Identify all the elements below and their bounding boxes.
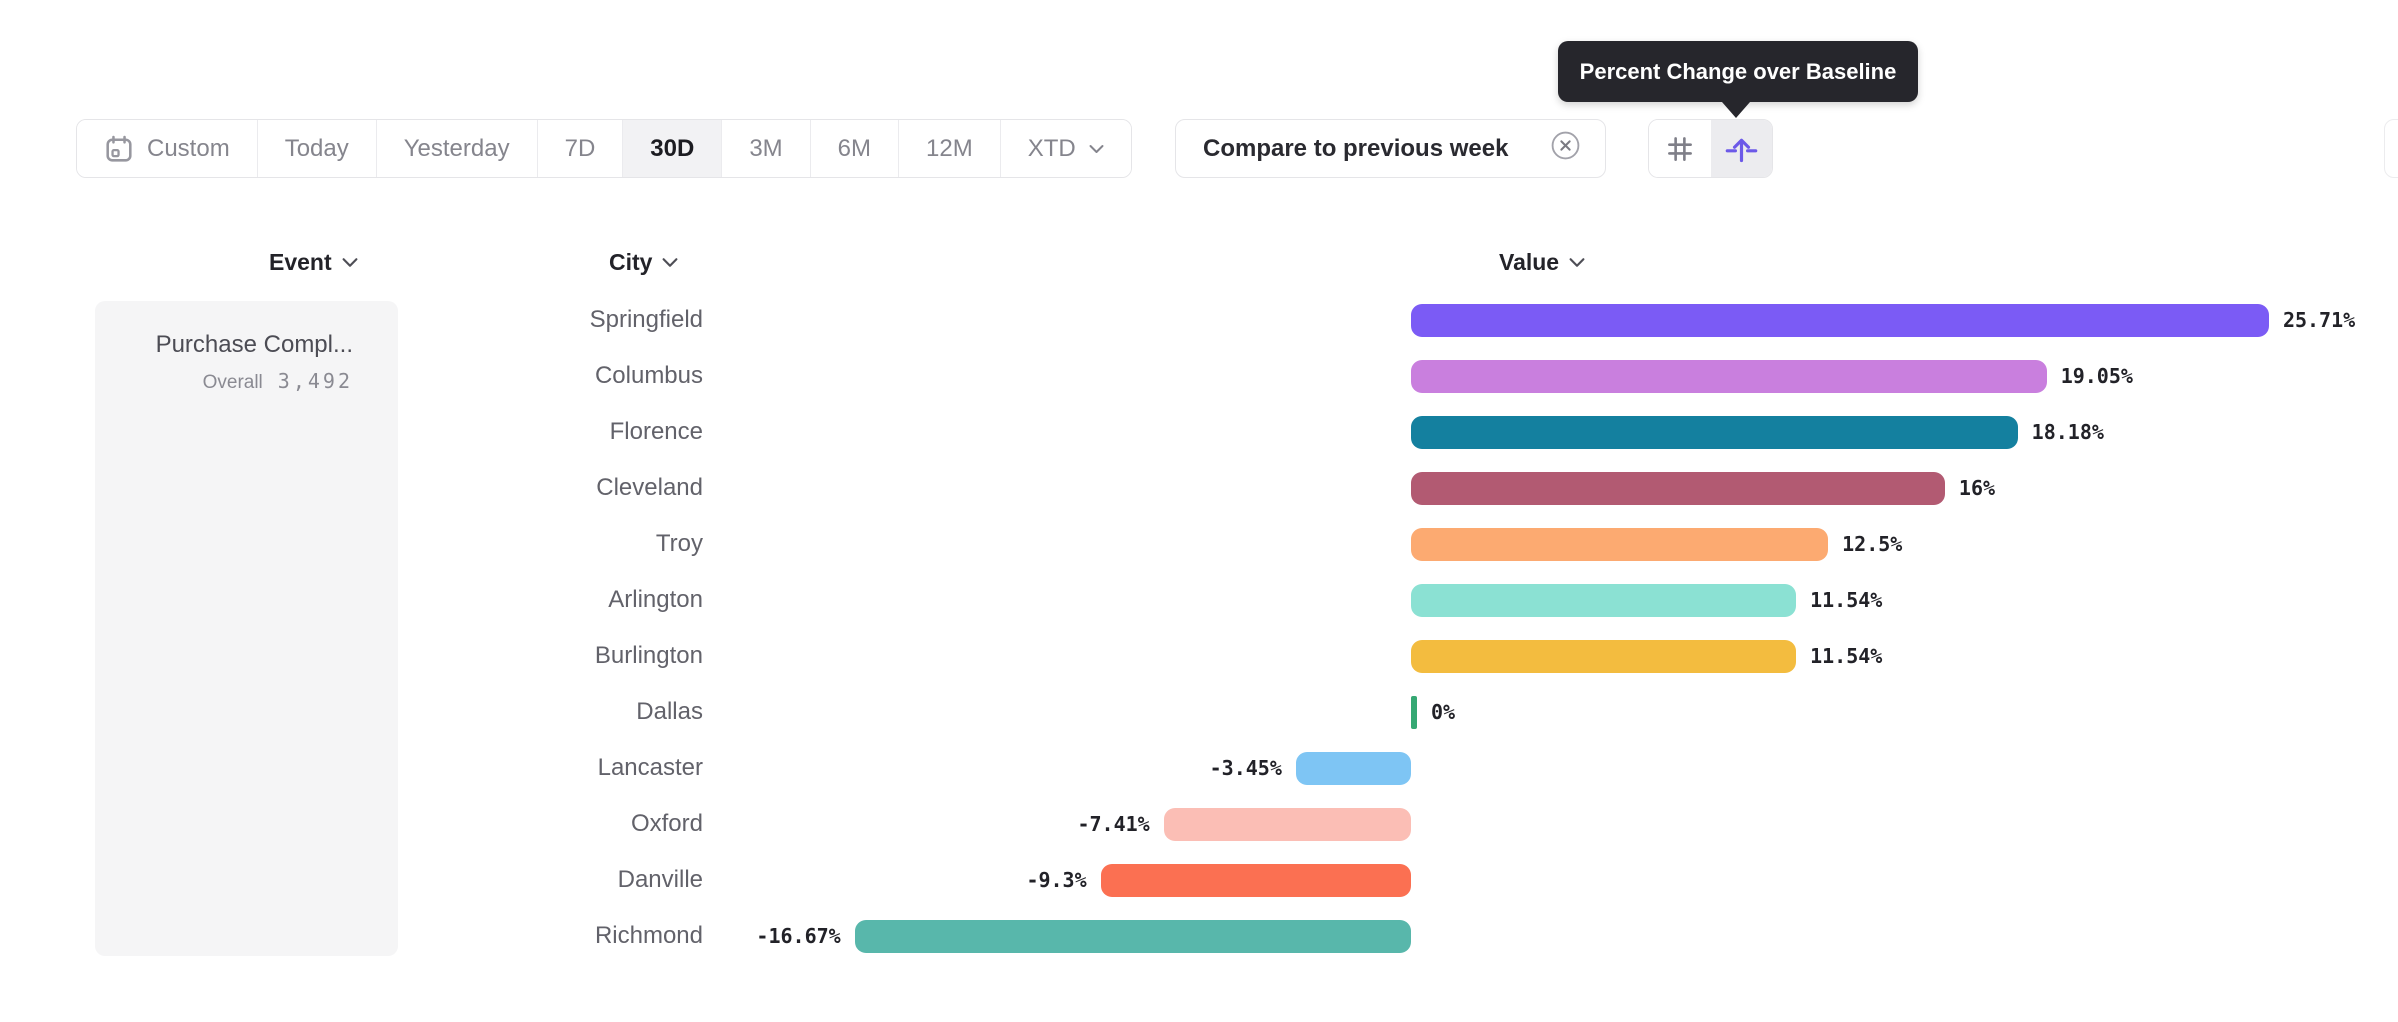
- chart-row-danville: Danville -9.3%: [0, 852, 2398, 908]
- date-range-label: 30D: [650, 134, 695, 162]
- value-label: 0%: [1431, 700, 1456, 724]
- date-range-7d[interactable]: 7D: [537, 120, 624, 177]
- chart-row-oxford: Oxford -7.41%: [0, 796, 2398, 852]
- city-header-label: City: [609, 248, 653, 275]
- clipped-edge-button[interactable]: [2384, 119, 2398, 178]
- city-label: Richmond: [594, 922, 703, 949]
- value-bar[interactable]: [854, 919, 1411, 953]
- value-label: -16.67%: [756, 924, 841, 948]
- event-panel[interactable]: Purchase Compl... Overall 3,492: [95, 301, 398, 956]
- value-bar[interactable]: [1411, 583, 1797, 617]
- city-label: Springfield: [589, 306, 703, 333]
- chevron-down-icon: [1089, 144, 1104, 153]
- city-label: Burlington: [594, 642, 703, 669]
- value-bar[interactable]: [1100, 863, 1411, 897]
- city-label: Lancaster: [597, 754, 703, 781]
- date-range-label: 7D: [564, 134, 596, 162]
- value-bar[interactable]: [1411, 359, 2047, 393]
- value-bar[interactable]: [1411, 639, 1797, 673]
- chart-row-lancaster: Lancaster -3.45%: [0, 740, 2398, 796]
- value-label: 16%: [1958, 476, 1996, 500]
- value-label: 18.18%: [2031, 420, 2104, 444]
- tooltip-percent-change-over-baseline: Percent Change over Baseline: [1558, 41, 1918, 118]
- overall-value: 3,492: [277, 369, 353, 393]
- value-bar[interactable]: [1411, 527, 1829, 561]
- date-range-label: Yesterday: [403, 134, 510, 162]
- value-label: 12.5%: [1842, 532, 1903, 556]
- column-header-event[interactable]: Event: [269, 247, 358, 277]
- chart-row-arlington: Arlington 11.54%: [0, 572, 2398, 628]
- date-range-yesterday[interactable]: Yesterday: [376, 120, 538, 177]
- event-overall-row: Overall 3,492: [115, 369, 353, 394]
- date-range-3m[interactable]: 3M: [722, 120, 811, 177]
- value-label: -3.45%: [1209, 756, 1282, 780]
- value-bar[interactable]: [1411, 303, 2269, 337]
- chart-row-burlington: Burlington 11.54%: [0, 628, 2398, 684]
- date-range-xtd[interactable]: XTD: [1000, 120, 1131, 177]
- chart-row-cleveland: Cleveland 16%: [0, 460, 2398, 516]
- column-header-city[interactable]: City: [609, 247, 678, 277]
- value-header-label: Value: [1499, 248, 1560, 275]
- chart-row-dallas: Dallas 0%: [0, 684, 2398, 740]
- chart-view-toggle-group: [1648, 119, 1773, 178]
- overall-label: Overall: [202, 372, 263, 393]
- date-range-today[interactable]: Today: [257, 120, 377, 177]
- date-range-segmented-control: Custom Today Yesterday 7D 30D 3M 6M 12M XTD: [76, 119, 1132, 178]
- compare-button-label: Compare to previous week: [1203, 134, 1509, 162]
- chevron-down-icon: [662, 257, 678, 267]
- value-bar[interactable]: [1295, 751, 1411, 785]
- percent-change-baseline-icon[interactable]: [1710, 120, 1772, 177]
- tooltip-caret: [1722, 102, 1750, 118]
- city-label: Troy: [655, 530, 703, 557]
- calendar-icon: [106, 135, 132, 162]
- number-grid-icon[interactable]: [1649, 120, 1711, 177]
- value-label: -7.41%: [1077, 812, 1150, 836]
- bar-chart: Springfield 25.71% Columbus 19.05% Florence 1…: [0, 292, 2398, 964]
- value-label: 11.54%: [1810, 644, 1883, 668]
- city-label: Florence: [609, 418, 703, 445]
- date-range-label: 12M: [926, 134, 973, 162]
- column-header-value[interactable]: Value: [1499, 247, 1585, 277]
- chart-row-richmond: Richmond -16.67%: [0, 908, 2398, 964]
- tooltip-text: Percent Change over Baseline: [1579, 58, 1897, 84]
- value-label: 11.54%: [1810, 588, 1883, 612]
- close-circle-icon[interactable]: [1550, 130, 1581, 168]
- city-label: Arlington: [608, 586, 703, 613]
- chevron-down-icon: [342, 257, 358, 267]
- chart-row-florence: Florence 18.18%: [0, 404, 2398, 460]
- date-range-label: Custom: [147, 134, 230, 162]
- date-range-12m[interactable]: 12M: [899, 120, 1001, 177]
- city-label: Dallas: [636, 698, 703, 725]
- date-range-label: 6M: [837, 134, 871, 162]
- date-range-label: 3M: [749, 134, 783, 162]
- city-label: Columbus: [594, 362, 703, 389]
- chart-row-springfield: Springfield 25.71%: [0, 292, 2398, 348]
- event-name: Purchase Compl...: [155, 331, 353, 358]
- date-range-6m[interactable]: 6M: [810, 120, 899, 177]
- value-bar[interactable]: [1411, 415, 2018, 449]
- city-label: Danville: [617, 866, 703, 893]
- compare-to-previous-week-button[interactable]: Compare to previous week: [1175, 119, 1606, 178]
- chart-row-troy: Troy 12.5%: [0, 516, 2398, 572]
- city-label: Cleveland: [596, 474, 703, 501]
- value-bar[interactable]: [1163, 807, 1411, 841]
- event-header-label: Event: [269, 248, 332, 275]
- date-range-30d[interactable]: 30D: [623, 120, 723, 177]
- zero-marker-bar[interactable]: [1411, 695, 1417, 729]
- date-range-label: Today: [284, 134, 349, 162]
- chevron-down-icon: [1569, 257, 1585, 267]
- value-label: -9.3%: [1026, 868, 1087, 892]
- city-label: Oxford: [630, 810, 703, 837]
- date-range-label: XTD: [1027, 134, 1076, 162]
- date-range-custom[interactable]: Custom: [77, 120, 258, 177]
- chart-row-columbus: Columbus 19.05%: [0, 348, 2398, 404]
- value-label: 25.71%: [2282, 308, 2356, 332]
- value-bar[interactable]: [1411, 471, 1945, 505]
- value-label: 19.05%: [2060, 364, 2133, 388]
